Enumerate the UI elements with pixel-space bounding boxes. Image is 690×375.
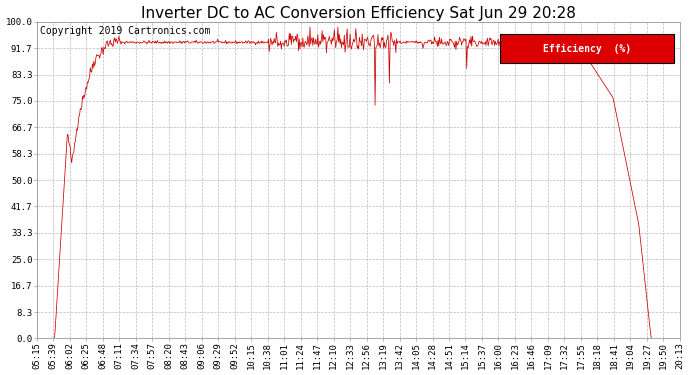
- Text: Efficiency  (%): Efficiency (%): [542, 44, 631, 54]
- Bar: [500, 34, 673, 63]
- Title: Inverter DC to AC Conversion Efficiency Sat Jun 29 20:28: Inverter DC to AC Conversion Efficiency …: [141, 6, 575, 21]
- Text: Copyright 2019 Cartronics.com: Copyright 2019 Cartronics.com: [40, 27, 210, 36]
